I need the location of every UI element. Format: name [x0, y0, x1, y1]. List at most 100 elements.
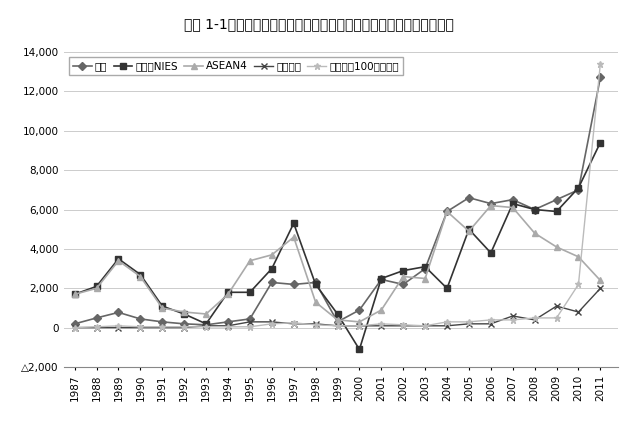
ASEAN4 [596, 278, 604, 283]
ベトナム [268, 319, 276, 324]
ASEAN4 [159, 305, 166, 311]
アジアNIES [290, 221, 297, 226]
ベトナム [290, 321, 297, 327]
アジアNIES [399, 268, 407, 273]
インド（100万ドル） [224, 324, 232, 329]
ASEAN4 [246, 258, 254, 264]
インド（100万ドル） [575, 282, 582, 287]
ASEAN4 [421, 276, 429, 281]
アジアNIES [531, 207, 538, 212]
インド（100万ドル） [290, 320, 297, 325]
インド（100万ドル） [71, 325, 78, 330]
アジアNIES [509, 201, 517, 206]
中国 [71, 321, 78, 327]
アジアNIES [311, 282, 319, 287]
ベトナム [421, 323, 429, 328]
Text: 図表 1-1　対外直接投賄の推移（国際収支ベース、ネット、フロー）: 図表 1-1 対外直接投賄の推移（国際収支ベース、ネット、フロー） [183, 17, 454, 31]
インド（100万ドル） [596, 61, 604, 66]
インド（100万ドル） [311, 322, 319, 327]
中国 [443, 209, 451, 214]
インド（100万ドル） [553, 315, 561, 321]
ASEAN4 [575, 254, 582, 259]
中国 [93, 315, 101, 321]
Line: ASEAN4: ASEAN4 [72, 203, 603, 324]
インド（100万ドル） [115, 323, 122, 328]
インド（100万ドル） [443, 319, 451, 324]
Line: 中国: 中国 [72, 75, 603, 327]
アジアNIES [334, 311, 341, 317]
ASEAN4 [509, 205, 517, 210]
ASEAN4 [399, 274, 407, 279]
インド（100万ドル） [355, 323, 363, 328]
インド（100万ドル） [268, 321, 276, 327]
アジアNIES [465, 227, 473, 232]
中国 [355, 308, 363, 313]
ベトナム [575, 309, 582, 314]
中国 [421, 266, 429, 271]
中国 [203, 322, 210, 327]
インド（100万ドル） [180, 324, 188, 329]
中国 [596, 75, 604, 80]
中国 [531, 207, 538, 212]
ASEAN4 [553, 245, 561, 250]
アジアNIES [268, 266, 276, 271]
アジアNIES [575, 185, 582, 191]
ベトナム [334, 323, 341, 328]
中国 [159, 319, 166, 324]
中国 [268, 280, 276, 285]
ベトナム [136, 325, 144, 330]
ASEAN4 [290, 235, 297, 240]
ベトナム [531, 317, 538, 322]
ASEAN4 [378, 308, 385, 313]
アジアNIES [71, 292, 78, 297]
ベトナム [93, 325, 101, 330]
Line: ベトナム: ベトナム [71, 285, 604, 331]
中国 [334, 319, 341, 324]
インド（100万ドル） [203, 324, 210, 329]
中国 [290, 282, 297, 287]
アジアNIES [596, 140, 604, 145]
ベトナム [509, 313, 517, 318]
Line: アジアNIES: アジアNIES [72, 140, 603, 352]
ASEAN4 [311, 299, 319, 305]
中国 [224, 319, 232, 324]
アジアNIES [443, 286, 451, 291]
アジアNIES [115, 256, 122, 261]
中国 [246, 316, 254, 321]
中国 [311, 280, 319, 285]
ASEAN4 [115, 258, 122, 264]
ASEAN4 [71, 292, 78, 297]
ベトナム [224, 323, 232, 328]
ASEAN4 [136, 274, 144, 279]
アジアNIES [224, 290, 232, 295]
アジアNIES [487, 250, 495, 255]
アジアNIES [421, 264, 429, 269]
中国 [115, 310, 122, 315]
インド（100万ドル） [136, 324, 144, 329]
中国 [399, 282, 407, 287]
ASEAN4 [531, 231, 538, 236]
中国 [575, 187, 582, 192]
インド（100万ドル） [159, 324, 166, 329]
中国 [509, 197, 517, 202]
中国 [465, 195, 473, 200]
アジアNIES [553, 209, 561, 214]
ASEAN4 [487, 203, 495, 208]
ASEAN4 [180, 309, 188, 314]
アジアNIES [203, 321, 210, 327]
ベトナム [487, 321, 495, 327]
インド（100万ドル） [399, 322, 407, 327]
アジアNIES [136, 272, 144, 277]
ASEAN4 [224, 292, 232, 297]
ベトナム [71, 325, 78, 330]
インド（100万ドル） [93, 324, 101, 329]
ASEAN4 [203, 311, 210, 317]
ベトナム [115, 325, 122, 330]
ASEAN4 [443, 209, 451, 214]
インド（100万ドル） [531, 315, 538, 321]
インド（100万ドル） [487, 317, 495, 322]
アジアNIES [159, 304, 166, 309]
ベトナム [399, 323, 407, 328]
ASEAN4 [268, 252, 276, 257]
Legend: 中国, アジアNIES, ASEAN4, ベトナム, インド（100万ドル）: 中国, アジアNIES, ASEAN4, ベトナム, インド（100万ドル） [69, 57, 403, 75]
